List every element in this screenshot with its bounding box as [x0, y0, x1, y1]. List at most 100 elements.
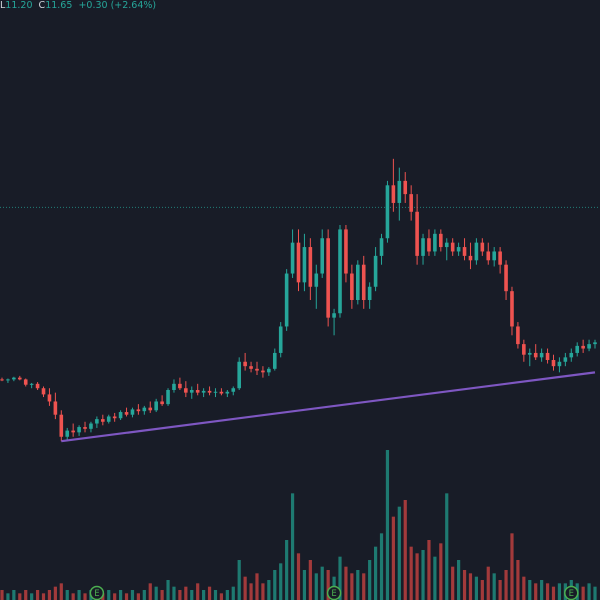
- candles: [0, 158, 597, 442]
- candle: [148, 401, 153, 413]
- volume-bar: [237, 560, 241, 600]
- candle: [219, 388, 224, 396]
- candle: [225, 390, 230, 398]
- volume-bar: [279, 563, 283, 600]
- candle: [29, 382, 34, 389]
- volume-bar: [320, 566, 324, 600]
- volume-bar: [581, 586, 585, 600]
- candle: [593, 339, 597, 349]
- volume-bar: [202, 590, 206, 600]
- candle: [344, 225, 348, 283]
- candle: [12, 376, 16, 382]
- candle: [136, 404, 141, 415]
- candle: [172, 379, 176, 393]
- volume-bar: [379, 533, 384, 600]
- volume-bar: [30, 593, 34, 600]
- volume-bar: [249, 583, 253, 600]
- volume-bar: [486, 566, 490, 600]
- candle: [545, 348, 550, 364]
- low-label: L: [0, 0, 6, 11]
- candle: [17, 375, 22, 381]
- volume-bar: [178, 590, 182, 600]
- candle: [195, 383, 200, 396]
- candle: [498, 247, 502, 274]
- volume-bar: [451, 566, 455, 600]
- candle: [510, 286, 514, 336]
- candle: [403, 172, 408, 203]
- candle: [533, 344, 538, 360]
- volume-bar: [498, 580, 502, 600]
- candle: [474, 238, 479, 265]
- volume-bar: [296, 553, 301, 600]
- candle: [35, 382, 40, 390]
- volume-bar: [65, 590, 69, 600]
- candle: [23, 378, 28, 387]
- candle: [587, 339, 591, 352]
- earnings-marker[interactable]: E: [326, 585, 342, 600]
- volume-bar: [255, 573, 259, 600]
- volume-bar: [356, 570, 360, 600]
- volume-bar: [468, 573, 473, 600]
- candle: [367, 282, 372, 309]
- candle: [492, 247, 496, 267]
- earnings-marker[interactable]: E: [564, 585, 579, 600]
- svg-text:E: E: [94, 589, 99, 599]
- candle: [112, 412, 117, 422]
- candle: [101, 414, 105, 426]
- candle: [237, 357, 241, 390]
- volume-bar: [290, 493, 295, 600]
- volume-bar: [0, 590, 4, 600]
- candle: [71, 423, 75, 437]
- trendline[interactable]: [61, 371, 596, 443]
- volume-bar: [391, 516, 395, 600]
- volume-bar: [314, 573, 318, 600]
- volume-bar: [397, 506, 401, 600]
- candle: [130, 407, 135, 418]
- volume-bar: [403, 500, 407, 600]
- candle: [278, 322, 283, 358]
- close-label: C: [38, 0, 46, 11]
- volume-bar: [136, 593, 140, 600]
- candle: [272, 348, 277, 371]
- candle: [243, 352, 247, 371]
- volume-bar: [231, 586, 235, 600]
- volume-bar: [243, 576, 247, 600]
- volume-bar: [350, 573, 354, 600]
- volume-bar: [184, 586, 188, 600]
- candle: [450, 238, 455, 256]
- volume-bar: [338, 556, 342, 600]
- candle: [261, 366, 265, 378]
- volume-bar: [24, 590, 28, 600]
- candle: [59, 410, 64, 442]
- volume-bar: [492, 573, 496, 600]
- candle: [290, 229, 295, 278]
- low-value: 11.20: [5, 0, 33, 11]
- candle: [385, 180, 390, 243]
- volume-bar: [160, 590, 164, 600]
- candle: [575, 342, 580, 357]
- volume-bar: [107, 590, 111, 600]
- volume-bar: [142, 590, 146, 600]
- candle: [47, 388, 52, 406]
- volume-bar: [154, 586, 158, 600]
- candle: [504, 260, 508, 300]
- volume-bar: [528, 580, 532, 600]
- candle: [166, 388, 170, 406]
- candle: [83, 421, 87, 433]
- candle: [516, 322, 520, 349]
- volume-bar: [219, 593, 224, 600]
- volume-bar: [421, 550, 425, 600]
- candle: [6, 378, 10, 383]
- candle: [326, 229, 330, 327]
- earnings-marker[interactable]: E: [89, 585, 105, 600]
- volume-bar: [480, 580, 484, 600]
- volume-bars: [0, 450, 597, 600]
- candle: [581, 339, 585, 353]
- candle: [456, 242, 461, 256]
- volume-bar: [172, 586, 176, 600]
- candle: [41, 386, 46, 398]
- volume-bar: [196, 583, 200, 600]
- volume-bar: [130, 590, 135, 600]
- svg-text:E: E: [331, 589, 336, 599]
